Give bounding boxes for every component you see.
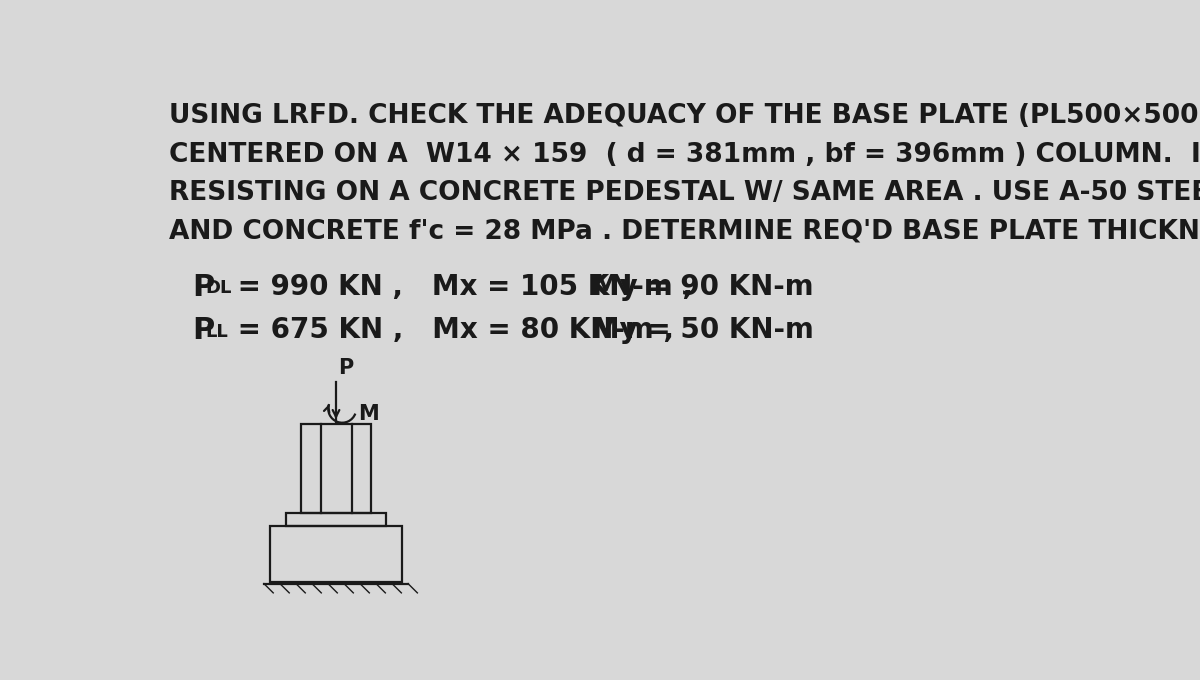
Text: M: M — [358, 404, 378, 424]
Text: P: P — [193, 273, 215, 301]
Text: = 675 KN ,   Mx = 80 KN-m ,: = 675 KN , Mx = 80 KN-m , — [228, 316, 673, 345]
Text: My = 90 KN-m: My = 90 KN-m — [592, 273, 814, 301]
Text: USING LRFD. CHECK THE ADEQUACY OF THE BASE PLATE (PL500×500): USING LRFD. CHECK THE ADEQUACY OF THE BA… — [169, 103, 1200, 129]
Bar — [270, 526, 402, 582]
Bar — [286, 513, 386, 526]
Text: My = 50 KN-m: My = 50 KN-m — [592, 316, 814, 345]
Text: DL: DL — [206, 279, 232, 297]
Text: CENTERED ON A  W14 × 159  ( d = 381mm , bf = 396mm ) COLUMN.  IT IS: CENTERED ON A W14 × 159 ( d = 381mm , bf… — [169, 141, 1200, 168]
Text: P: P — [338, 358, 354, 378]
Text: LL: LL — [206, 324, 228, 341]
Bar — [301, 424, 371, 513]
Text: RESISTING ON A CONCRETE PEDESTAL W/ SAME AREA . USE A-50 STEEL: RESISTING ON A CONCRETE PEDESTAL W/ SAME… — [169, 180, 1200, 206]
Text: P: P — [193, 316, 215, 345]
Text: AND CONCRETE f'c = 28 MPa . DETERMINE REQ'D BASE PLATE THICKNESS.: AND CONCRETE f'c = 28 MPa . DETERMINE RE… — [169, 219, 1200, 245]
Text: = 990 KN ,   Mx = 105 KN-m ,: = 990 KN , Mx = 105 KN-m , — [228, 273, 692, 301]
